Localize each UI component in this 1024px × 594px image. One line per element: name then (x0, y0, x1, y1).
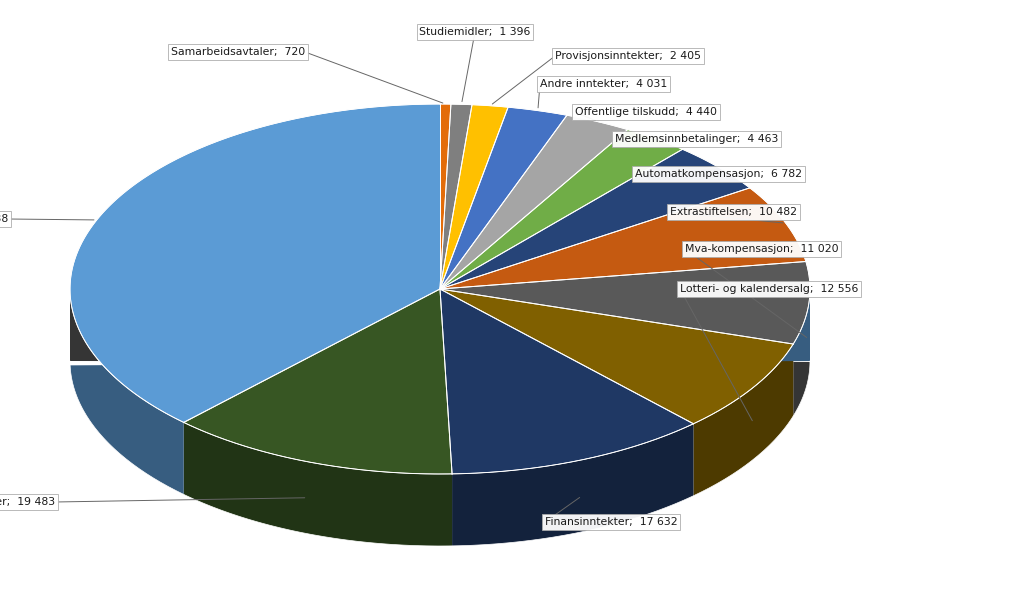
Text: Samarbeidsavtaler;  720: Samarbeidsavtaler; 720 (171, 47, 305, 57)
Polygon shape (70, 289, 810, 416)
Text: Provisjonsinntekter;  2 405: Provisjonsinntekter; 2 405 (555, 51, 701, 61)
Polygon shape (70, 104, 440, 422)
Text: Medlemsinnbetalinger;  4 463: Medlemsinnbetalinger; 4 463 (615, 134, 778, 144)
Polygon shape (693, 344, 794, 496)
Text: Finansinntekter;  17 632: Finansinntekter; 17 632 (545, 517, 678, 527)
Polygon shape (440, 104, 451, 289)
Polygon shape (440, 129, 683, 289)
Polygon shape (440, 107, 567, 289)
Text: Offentlige tilskudd;  4 440: Offentlige tilskudd; 4 440 (575, 107, 717, 117)
Text: Automatkompensasjon;  6 782: Automatkompensasjon; 6 782 (635, 169, 802, 179)
Text: Studiemidler;  1 396: Studiemidler; 1 396 (419, 27, 530, 37)
Text: Andre inntekter;  4 031: Andre inntekter; 4 031 (540, 79, 668, 89)
Polygon shape (70, 289, 810, 494)
Polygon shape (440, 289, 794, 424)
Text: Lotteri- og kalendersalg;  12 556: Lotteri- og kalendersalg; 12 556 (680, 284, 858, 294)
Polygon shape (440, 149, 750, 289)
Polygon shape (440, 115, 628, 289)
Polygon shape (183, 422, 452, 546)
Polygon shape (440, 105, 508, 289)
Polygon shape (440, 188, 806, 289)
Polygon shape (440, 289, 693, 474)
Polygon shape (440, 104, 472, 289)
Text: Extrastiftelsen;  10 482: Extrastiftelsen; 10 482 (670, 207, 797, 217)
Polygon shape (440, 261, 810, 344)
Text: Testamentariske gaver;  19 483: Testamentariske gaver; 19 483 (0, 497, 55, 507)
Polygon shape (452, 424, 693, 546)
Text: Mva-kompensasjon;  11 020: Mva-kompensasjon; 11 020 (685, 244, 839, 254)
Polygon shape (183, 289, 452, 474)
Text: Bidrag;  58 038: Bidrag; 58 038 (0, 214, 8, 224)
